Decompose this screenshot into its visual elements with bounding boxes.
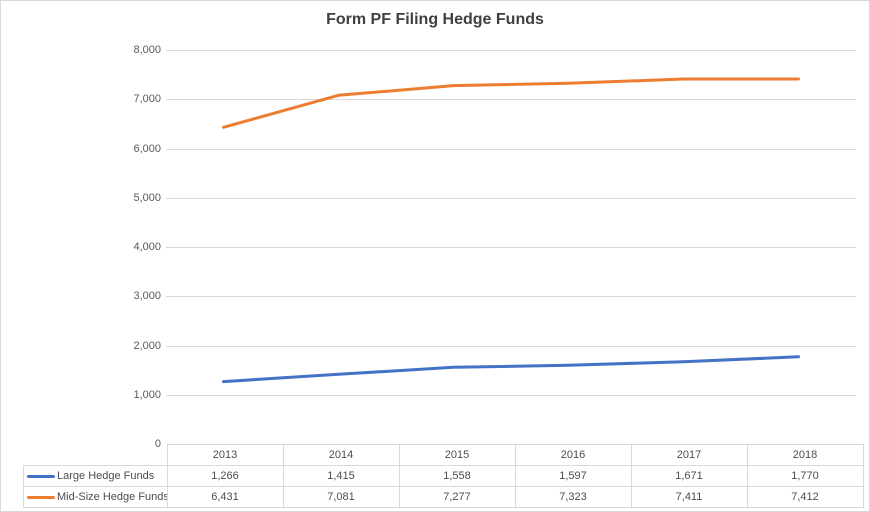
value-cell: 1,671 [630, 465, 748, 487]
year-header-cell: 2016 [514, 444, 632, 466]
value-cell: 1,266 [166, 465, 284, 487]
legend-key: Mid-Size Hedge Funds [24, 491, 167, 503]
year-header-cell: 2013 [166, 444, 284, 466]
value-cell: 1,770 [746, 465, 864, 487]
legend-series-label: Mid-Size Hedge Funds [57, 491, 167, 503]
y-axis-tick-label: 2,000 [133, 339, 161, 352]
y-axis-tick-label: 5,000 [133, 191, 161, 204]
year-header-cell: 2014 [282, 444, 400, 466]
gridline [166, 247, 856, 248]
value-cell: 6,431 [166, 486, 284, 508]
table-header-row: 2013 2014 2015 2016 2017 2018 [23, 444, 864, 466]
y-axis-tick-label: 7,000 [133, 93, 161, 106]
series-line-large-hedge-funds [222, 355, 800, 384]
value-cell: 1,558 [398, 465, 516, 487]
legend-series-label: Large Hedge Funds [57, 470, 155, 482]
legend-key: Large Hedge Funds [24, 470, 166, 482]
y-axis-tick-label: 4,000 [133, 241, 161, 253]
value-cell: 7,412 [746, 486, 864, 508]
series-line-mid-size-hedge-funds [222, 77, 800, 129]
year-header-cell: 2015 [398, 444, 516, 466]
value-cell: 7,323 [514, 486, 632, 508]
value-cell: 7,277 [398, 486, 516, 508]
plot-area [166, 50, 856, 444]
value-cell: 1,597 [514, 465, 632, 487]
gridline [166, 296, 856, 298]
legend-key-cell: Large Hedge Funds [23, 465, 168, 487]
table-row-mid-size-hedge-funds: Mid-Size Hedge Funds 6,431 7,081 7,277 7,323… [23, 486, 864, 508]
gridline [166, 50, 856, 51]
y-axis-tick-label: 0 [154, 438, 161, 450]
gridline [166, 148, 856, 150]
gridline [166, 197, 856, 199]
gridline [166, 99, 856, 101]
year-header-cell: 2018 [746, 444, 864, 466]
table-row-large-hedge-funds: Large Hedge Funds 1,266 1,415 1,558 1,597 1,6… [23, 465, 864, 487]
y-axis-tick-label: 6,000 [133, 142, 161, 155]
chart-title: Form PF Filing Hedge Funds [326, 11, 544, 28]
legend-key-cell: Mid-Size Hedge Funds [23, 486, 168, 508]
line-series-layer [222, 77, 800, 384]
value-cell: 1,415 [282, 465, 400, 487]
year-header-cell: 2017 [630, 444, 748, 466]
y-axis-tick-label: 8,000 [133, 44, 161, 56]
gridline [166, 394, 856, 396]
legend-line-swatch-icon [27, 495, 55, 499]
table-corner-cell [23, 444, 168, 466]
value-cell: 7,081 [282, 486, 400, 508]
data-table: 2013 2014 2015 2016 2017 2018 Large Hedge Fund… [23, 444, 864, 508]
gridline [166, 345, 856, 347]
legend-line-swatch-icon [27, 474, 55, 478]
value-cell: 7,411 [630, 486, 748, 508]
y-axis-tick-label: 3,000 [133, 290, 161, 303]
y-axis-tick-label: 1,000 [133, 388, 161, 401]
y-axis-labels: 8,000 7,000 6,000 5,000 4,000 3,000 2,000 1,000… [1, 1, 161, 511]
